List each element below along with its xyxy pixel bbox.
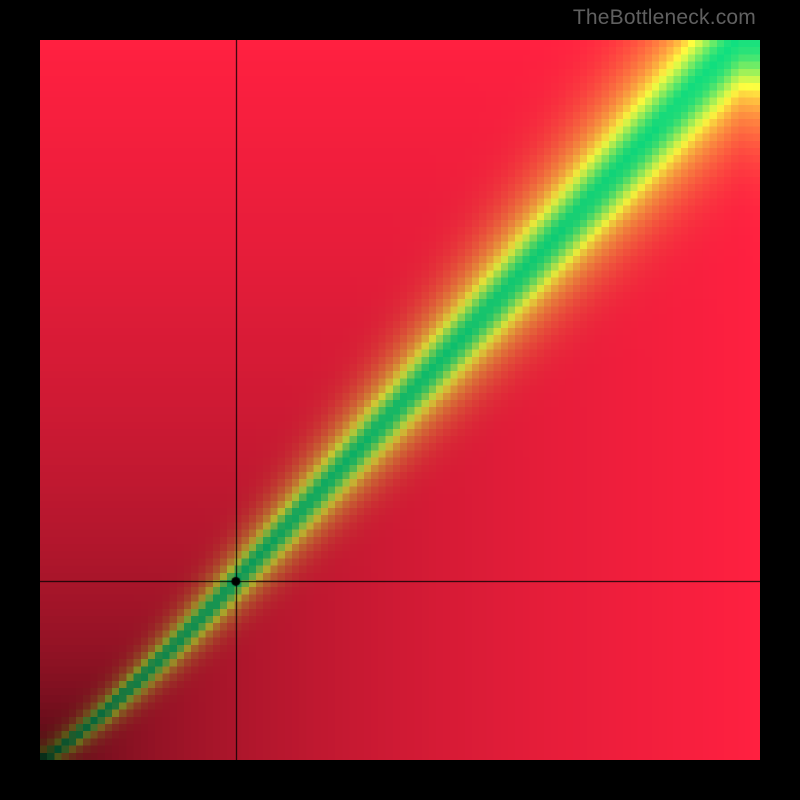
watermark-text: TheBottleneck.com	[573, 6, 756, 30]
bottleneck-heatmap	[40, 40, 760, 760]
heatmap-canvas	[40, 40, 760, 760]
